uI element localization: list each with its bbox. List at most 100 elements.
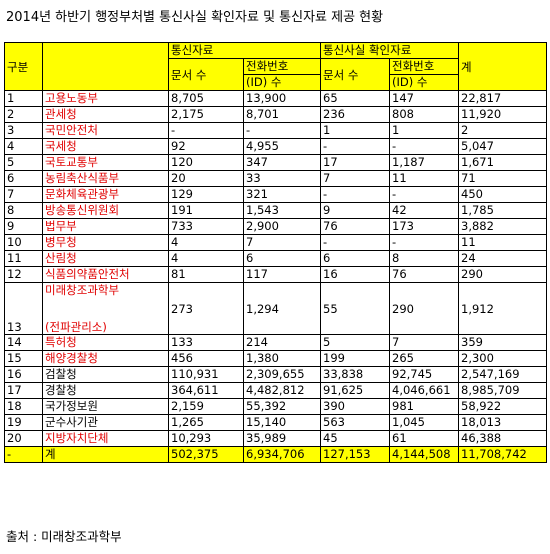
cell-docs-2: 91,625 bbox=[320, 382, 390, 399]
agency-name-line1: 미래창조과학부 bbox=[45, 283, 120, 298]
row-number: 12 bbox=[4, 266, 43, 283]
cell-docs-2: 199 bbox=[320, 350, 390, 367]
row-agency: 고용노동부 bbox=[42, 90, 169, 107]
header-phone-1b: (ID) 수 bbox=[243, 74, 321, 91]
cell-total: 1,912 bbox=[458, 282, 547, 335]
table-row: 4 국세청 92 4,955- -5,047 bbox=[4, 138, 547, 155]
row-number: 2 bbox=[4, 106, 43, 123]
row-agency: 방송통신위원회 bbox=[42, 202, 169, 219]
cell-docs-1: 133 bbox=[168, 334, 244, 351]
header-agency-blank bbox=[42, 42, 169, 91]
cell-docs-2: 65 bbox=[320, 90, 390, 107]
cell-docs-2: 390 bbox=[320, 398, 390, 415]
table-row: 11 산림청 4 6 6 8 24 bbox=[4, 250, 547, 267]
cell-docs-2: - bbox=[320, 186, 390, 203]
cell-docs-2: 1 bbox=[320, 122, 390, 139]
table-body-row13: 13 미래창조과학부 (전파관리소) 273 1,294 55 290 1,91… bbox=[4, 282, 547, 335]
cell-phone-1: 8,701 bbox=[243, 106, 321, 123]
cell-total: 46,388 bbox=[458, 430, 547, 447]
cell-phone-1: 1,543 bbox=[243, 202, 321, 219]
table-row: 8 방송통신위원회 191 1,543 9 42 1,785 bbox=[4, 202, 547, 219]
table-row: 9 법무부 733 2,900 76 173 3,882 bbox=[4, 218, 547, 235]
row-number: 20 bbox=[4, 430, 43, 447]
row-agency: 군수사기관 bbox=[42, 414, 169, 431]
table-row: 16 검찰청 110,931 2,309,655 33,838 92,745 2,547,1… bbox=[4, 366, 547, 383]
cell-phone-2: - bbox=[389, 234, 459, 251]
cell-docs-1: 2,159 bbox=[168, 398, 244, 415]
cell-total: 8,985,709 bbox=[458, 382, 547, 399]
page-title: 2014년 하반기 행정부처별 통신사실 확인자료 및 통신자료 제공 현황 bbox=[6, 10, 384, 25]
cell-total: 71 bbox=[458, 170, 547, 187]
cell-docs-1: 4 bbox=[168, 234, 244, 251]
header-docs-1: 문서 수 bbox=[168, 58, 244, 91]
table-row: 15 해양경찰청 456 1,380 199 265 2,300 bbox=[4, 350, 547, 367]
cell-docs-2: 6 bbox=[320, 250, 390, 267]
row-number: 1 bbox=[4, 90, 43, 107]
total-sum: 11,708,742 bbox=[458, 446, 547, 463]
cell-phone-2: - bbox=[389, 138, 459, 155]
total-phone-2: 4,144,508 bbox=[389, 446, 459, 463]
row-agency: 지방자치단체 bbox=[42, 430, 169, 447]
cell-docs-2: 45 bbox=[320, 430, 390, 447]
cell-phone-2: 1 bbox=[389, 122, 459, 139]
header-phone-2b: (ID) 수 bbox=[389, 74, 459, 91]
row-agency: 특허청 bbox=[42, 334, 169, 351]
header-comm-fact: 통신사실 확인자료 bbox=[320, 42, 459, 59]
cell-total: 1,671 bbox=[458, 154, 547, 171]
cell-phone-1: 2,900 bbox=[243, 218, 321, 235]
table-body-b: 14 특허청 133 214 5 7 359 15 해양경찰청 456 1,380 199 265 2,3… bbox=[4, 334, 547, 447]
table-row: 6 농림축산식품부 20 33 7 11 71 bbox=[4, 170, 547, 187]
row-agency: 국가정보원 bbox=[42, 398, 169, 415]
total-number: - bbox=[4, 446, 43, 463]
table-row: 3 국민안전처 - -1 1 2 bbox=[4, 122, 547, 139]
cell-docs-2: 9 bbox=[320, 202, 390, 219]
cell-total: 2 bbox=[458, 122, 547, 139]
cell-phone-2: 147 bbox=[389, 90, 459, 107]
header-total: 계 bbox=[458, 42, 547, 91]
table-body-a: 1 고용노동부 8,705 13,900 65 147 22,817 2 관세청 2,175 8,7… bbox=[4, 90, 547, 283]
cell-phone-2: 981 bbox=[389, 398, 459, 415]
header-phone-2a: 전화번호 bbox=[389, 58, 459, 75]
cell-docs-2: - bbox=[320, 138, 390, 155]
total-row: - 계 502,375 6,934,706 127,153 4,144,508 … bbox=[4, 446, 547, 463]
cell-docs-1: 191 bbox=[168, 202, 244, 219]
header-docs-2: 문서 수 bbox=[320, 58, 390, 91]
source-note: 출처 : 미래창조과학부 bbox=[6, 529, 122, 544]
cell-phone-1: 4,482,812 bbox=[243, 382, 321, 399]
cell-phone-2: 42 bbox=[389, 202, 459, 219]
cell-docs-1: - bbox=[168, 122, 244, 139]
cell-docs-1: 120 bbox=[168, 154, 244, 171]
data-table: 구분 통신자료 통신사실 확인자료 계 문서 수 전화번호 문서 수 전화번호 … bbox=[4, 42, 547, 463]
cell-total: 58,922 bbox=[458, 398, 547, 415]
row-agency: 식품의약품안전처 bbox=[42, 266, 169, 283]
row-agency: 미래창조과학부 (전파관리소) bbox=[42, 282, 169, 335]
cell-phone-2: 1,045 bbox=[389, 414, 459, 431]
total-phone-1: 6,934,706 bbox=[243, 446, 321, 463]
cell-phone-1: 6 bbox=[243, 250, 321, 267]
table-row: 20 지방자치단체 10,293 35,989 45 61 46,388 bbox=[4, 430, 547, 447]
row-number: 10 bbox=[4, 234, 43, 251]
cell-phone-2: 76 bbox=[389, 266, 459, 283]
row-number: 15 bbox=[4, 350, 43, 367]
row-number: 18 bbox=[4, 398, 43, 415]
cell-total: 290 bbox=[458, 266, 547, 283]
cell-docs-1: 4 bbox=[168, 250, 244, 267]
cell-docs-1: 129 bbox=[168, 186, 244, 203]
header-row-sub: 문서 수 전화번호 문서 수 전화번호 bbox=[5, 58, 547, 91]
agency-name-line2: (전파관리소) bbox=[45, 320, 107, 334]
cell-phone-2: 173 bbox=[389, 218, 459, 235]
table-row: 1 고용노동부 8,705 13,900 65 147 22,817 bbox=[4, 90, 547, 107]
row-number: 19 bbox=[4, 414, 43, 431]
row-agency: 국토교통부 bbox=[42, 154, 169, 171]
cell-phone-2: 11 bbox=[389, 170, 459, 187]
cell-total: 5,047 bbox=[458, 138, 547, 155]
cell-docs-2: 236 bbox=[320, 106, 390, 123]
total-docs-1: 502,375 bbox=[168, 446, 244, 463]
cell-docs-1: 10,293 bbox=[168, 430, 244, 447]
cell-phone-2: 7 bbox=[389, 334, 459, 351]
row-agency: 문화체육관광부 bbox=[42, 186, 169, 203]
row-agency: 해양경찰청 bbox=[42, 350, 169, 367]
row-agency: 검찰청 bbox=[42, 366, 169, 383]
cell-phone-1: 15,140 bbox=[243, 414, 321, 431]
cell-total: 18,013 bbox=[458, 414, 547, 431]
